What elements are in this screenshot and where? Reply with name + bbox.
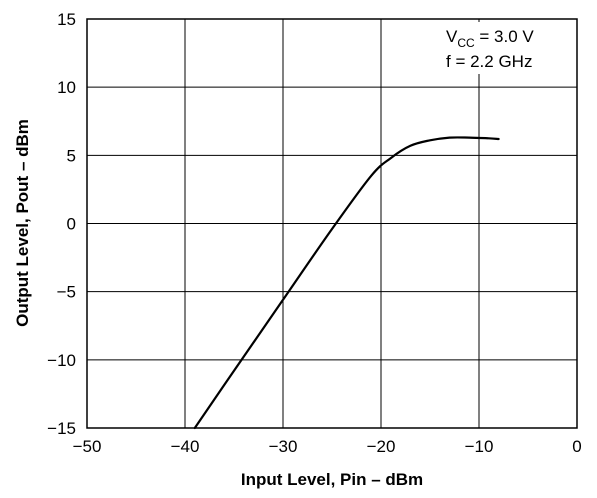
y-tick-label: 15 xyxy=(57,10,76,29)
y-tick-label: −5 xyxy=(57,283,76,302)
x-tick-label: −50 xyxy=(73,437,102,456)
annotation-frequency: f = 2.2 GHz xyxy=(446,52,532,71)
grid-lines xyxy=(87,19,577,428)
x-tick-labels: −50 −40 −30 −20 −10 0 xyxy=(73,437,582,456)
annotation-box xyxy=(438,22,572,74)
plot-frame xyxy=(86,18,578,429)
y-tick-label: 5 xyxy=(67,146,76,165)
series-line-pout xyxy=(193,136,500,430)
y-tick-label: 10 xyxy=(57,78,76,97)
x-tick-label: −10 xyxy=(465,437,494,456)
y-tick-label: −15 xyxy=(47,419,76,438)
annotation-vcc-subscript: CC xyxy=(457,36,475,50)
x-tick-label: −30 xyxy=(269,437,298,456)
y-tick-label: 0 xyxy=(67,215,76,234)
x-tick-label: −20 xyxy=(367,437,396,456)
annotation-vcc-value: = 3.0 V xyxy=(475,27,535,46)
x-tick-label: 0 xyxy=(572,437,581,456)
annotation-vcc: VCC = 3.0 V xyxy=(446,27,534,50)
y-tick-labels: 15 10 5 0 −5 −10 −15 xyxy=(47,10,76,438)
y-tick-label: −10 xyxy=(47,351,76,370)
x-tick-label: −40 xyxy=(171,437,200,456)
y-axis-title: Output Level, Pout – dBm xyxy=(13,119,32,327)
annotation-vcc-prefix: V xyxy=(446,27,458,46)
x-axis-title: Input Level, Pin – dBm xyxy=(241,470,423,489)
